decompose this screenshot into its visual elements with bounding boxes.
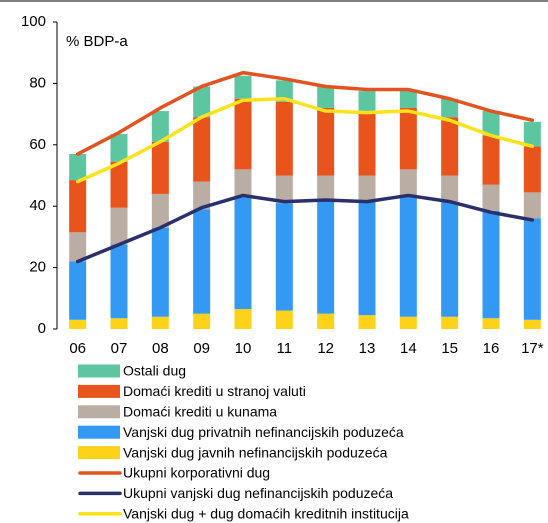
legend-label: Ukupni korporativni dug	[123, 465, 270, 481]
bar-segment	[358, 91, 376, 112]
bar-segment	[523, 192, 541, 219]
legend-label: Vanjski dug + dug domaćih kreditnih inst…	[123, 506, 409, 522]
bar-segment	[275, 310, 293, 329]
bar-segment	[275, 101, 293, 176]
legend-label: Ukupni vanjski dug nefinancijskih poduze…	[123, 485, 393, 501]
bar-segment	[358, 111, 376, 176]
bar-segment	[69, 319, 87, 329]
bar-segment	[110, 207, 128, 245]
bar-segment	[110, 318, 128, 329]
bar-segment	[234, 169, 252, 197]
bar-segment	[399, 89, 417, 108]
bar-segment	[358, 175, 376, 202]
bar-segment	[441, 201, 459, 317]
x-tick-label: 06	[69, 340, 86, 357]
bar-segment	[317, 86, 335, 108]
bar-segment	[151, 193, 169, 228]
bar-segment	[69, 261, 87, 320]
bar-segment	[482, 184, 500, 211]
bar-segment	[399, 316, 417, 329]
bar-segment	[317, 107, 335, 176]
line-series	[75, 97, 535, 184]
bar-segment	[317, 200, 335, 314]
bar-segment	[151, 227, 169, 317]
x-tick-label: 08	[152, 340, 169, 357]
bar-segment	[399, 169, 417, 196]
bar-segment	[234, 309, 252, 329]
line-series	[75, 70, 535, 156]
y-tick-label: 0	[38, 320, 46, 337]
x-tick-label: 17*	[521, 340, 544, 357]
legend-swatch	[78, 425, 120, 439]
bar-segment	[441, 175, 459, 202]
bar-segment	[523, 121, 541, 147]
bar-segment	[234, 98, 252, 170]
bar-segment	[275, 80, 293, 102]
bar-segment	[110, 161, 128, 208]
bar-segment	[482, 210, 500, 319]
bar-segment	[441, 316, 459, 329]
bar-segment	[399, 195, 417, 317]
bar-segment	[317, 313, 335, 329]
legend-swatch	[78, 446, 120, 460]
x-tick-label: 13	[359, 340, 376, 357]
bar-segment	[482, 111, 500, 136]
y-tick-label: 60	[29, 136, 46, 153]
bar-segment	[523, 218, 541, 320]
bar-segment	[110, 134, 128, 162]
legend-swatch	[78, 364, 120, 378]
y-tick-label: 100	[21, 13, 46, 30]
line-series	[75, 193, 535, 264]
x-tick-label: 10	[235, 340, 252, 357]
bar-segment	[234, 196, 252, 310]
bar-segment	[69, 154, 87, 181]
x-tick-label: 16	[483, 340, 500, 357]
legend-label: Ostali dug	[123, 363, 186, 379]
legend-swatch	[78, 405, 120, 419]
bar-segment	[151, 111, 169, 142]
x-tick-label: 14	[400, 340, 417, 357]
x-tick-label: 11	[277, 340, 293, 357]
bar-segment	[523, 146, 541, 193]
bar-segment	[317, 175, 335, 201]
bar-segment	[69, 232, 87, 262]
legend-label: Domaći krediti u kunama	[123, 404, 277, 420]
bar-segment	[193, 209, 211, 314]
y-tick-label: 20	[29, 259, 46, 276]
legend-label: Vanjski dug javnih nefinancijskih poduze…	[123, 444, 388, 460]
bar-segment	[482, 318, 500, 329]
bar-segment	[234, 75, 252, 99]
bar-segment	[275, 175, 293, 204]
bar-segment	[151, 316, 169, 329]
legend-swatch	[78, 384, 120, 398]
bar-segment	[110, 244, 128, 319]
bar-segment	[399, 107, 417, 170]
y-tick-label: 80	[29, 74, 46, 91]
bar-segment	[441, 98, 459, 118]
bar-segment	[193, 313, 211, 329]
bar-segment	[523, 319, 541, 329]
bar-segment	[193, 181, 211, 210]
bar-segment	[358, 201, 376, 316]
y-axis-label: % BDP-a	[66, 33, 128, 50]
bar-segment	[482, 135, 500, 185]
bar-segment	[275, 203, 293, 311]
y-tick-label: 40	[29, 197, 46, 214]
bar-segment	[193, 117, 211, 182]
x-tick-label: 12	[317, 340, 334, 357]
legend-label: Vanjski dug privatnih nefinancijskih pod…	[123, 424, 404, 440]
bar-segment	[358, 315, 376, 329]
bar-segment	[441, 117, 459, 176]
legend-label: Domaći krediti u stranoj valuti	[123, 383, 306, 399]
x-tick-label: 07	[111, 340, 128, 357]
x-tick-label: 09	[193, 340, 210, 357]
bar-segment	[193, 86, 211, 118]
x-tick-label: 15	[441, 340, 458, 357]
bar-segment	[69, 180, 87, 233]
bar-segment	[151, 141, 169, 194]
